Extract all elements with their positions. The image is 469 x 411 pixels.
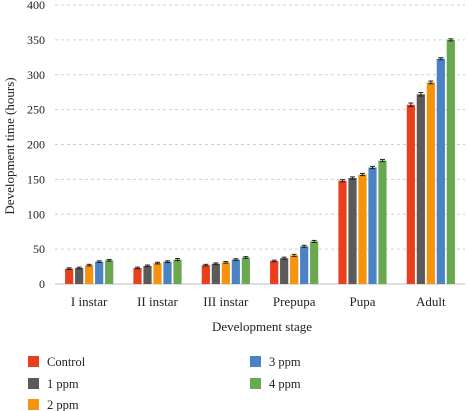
bar: [426, 82, 435, 284]
bar: [358, 174, 367, 284]
y-tick-label: 300: [27, 68, 45, 82]
x-tick-label: Pupa: [350, 294, 376, 309]
legend-label: 2 ppm: [47, 398, 79, 411]
bar: [173, 259, 182, 284]
bar: [163, 261, 172, 284]
bar: [75, 267, 84, 284]
bar: [133, 267, 142, 284]
bar: [231, 259, 240, 284]
bar: [65, 268, 74, 284]
bar: [211, 263, 220, 284]
legend-swatch: [250, 378, 261, 389]
bar: [338, 180, 347, 284]
error-bars: [66, 38, 454, 270]
bar: [143, 265, 152, 284]
y-tick-label: 0: [39, 277, 45, 291]
bar: [153, 263, 162, 284]
x-tick-label: I instar: [71, 294, 108, 309]
y-tick-label: 400: [27, 0, 45, 12]
bar: [241, 257, 250, 284]
x-tick-labels: I instar II instar III instar Prepupa Pupa Ad…: [71, 294, 446, 309]
bar: [348, 177, 357, 284]
bar: [290, 255, 299, 284]
legend-swatch: [28, 399, 39, 410]
y-axis-label: Development time (hours): [2, 77, 17, 214]
bar: [406, 104, 415, 285]
y-tick-label: 100: [27, 207, 45, 221]
bar: [416, 94, 425, 284]
x-tick-label: Prepupa: [273, 294, 316, 309]
y-tick-label: 250: [27, 103, 45, 117]
bar: [368, 167, 377, 284]
y-tick-label: 150: [27, 172, 45, 186]
bar: [221, 262, 230, 284]
bar: [201, 265, 210, 284]
bar: [300, 246, 309, 284]
gridlines: [55, 4, 465, 285]
x-axis-label: Development stage: [212, 319, 312, 334]
legend-swatch: [250, 356, 261, 367]
legend-label: 3 ppm: [269, 355, 301, 369]
bar: [95, 261, 104, 284]
bar: [280, 258, 289, 284]
legend-swatch: [28, 356, 39, 367]
bar: [436, 58, 445, 284]
bars: [65, 39, 455, 285]
legend-label: 4 ppm: [269, 377, 301, 391]
x-tick-label: III instar: [203, 294, 249, 309]
legend-label: 1 ppm: [47, 377, 79, 391]
legend-label: Control: [47, 355, 86, 369]
bar: [446, 39, 455, 284]
bar: [105, 260, 114, 284]
y-tick-labels: 0 50 100 150 200 250 300 350 400: [27, 0, 45, 291]
x-tick-label: Adult: [416, 294, 446, 309]
bar: [85, 265, 94, 284]
bar: [378, 160, 387, 284]
y-tick-label: 50: [33, 242, 45, 256]
y-tick-label: 350: [27, 33, 45, 47]
legend: Control 1 ppm 2 ppm 3 ppm 4 ppm: [28, 355, 301, 411]
legend-swatch: [28, 378, 39, 389]
y-tick-label: 200: [27, 138, 45, 152]
x-tick-label: II instar: [137, 294, 178, 309]
bar: [270, 260, 279, 284]
bar: [310, 241, 319, 284]
